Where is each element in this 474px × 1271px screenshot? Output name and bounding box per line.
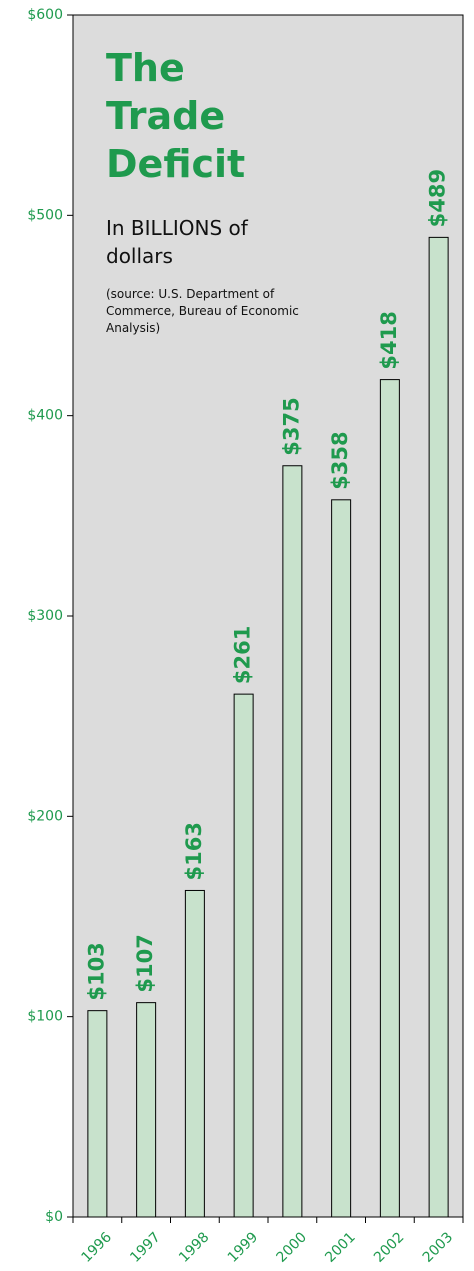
bar [87,1010,108,1218]
x-tick-label: 1998 [176,1229,213,1266]
x-tick-label: 2001 [322,1229,359,1266]
chart-title: The Trade Deficit [106,46,246,186]
x-tick-label: 2000 [273,1229,310,1266]
y-tick-label: $0 [45,1209,63,1225]
value-label: $261 [231,626,255,684]
y-tick-label: $400 [27,408,63,424]
value-label: $107 [133,934,157,992]
bar [331,499,352,1218]
x-tick-label: 1996 [78,1229,115,1266]
x-tick-label: 2002 [371,1229,408,1266]
y-tick-label: $100 [27,1009,63,1025]
value-label: $418 [377,311,401,369]
x-tick-label: 2003 [420,1229,457,1266]
plot-area [72,14,464,1218]
value-label: $358 [328,431,352,489]
bar [184,889,205,1218]
bar [233,693,254,1218]
bar [136,1002,157,1218]
x-tick-label: 1999 [225,1229,262,1266]
x-tick-label: 1997 [127,1229,164,1266]
y-tick-label: $200 [27,808,63,824]
y-tick-label: $600 [27,7,63,23]
bar [428,236,449,1218]
y-tick-label: $300 [27,608,63,624]
chart-subtitle: In BILLIONS of dollars [106,216,248,268]
value-label: $103 [84,942,108,1000]
y-tick-label: $500 [27,207,63,223]
value-label: $375 [279,397,303,455]
value-label: $489 [426,169,450,227]
source-note: (source: U.S. Department of Commerce, Bu… [106,287,299,335]
bar [282,465,303,1218]
value-label: $163 [182,822,206,880]
bar [379,379,400,1218]
